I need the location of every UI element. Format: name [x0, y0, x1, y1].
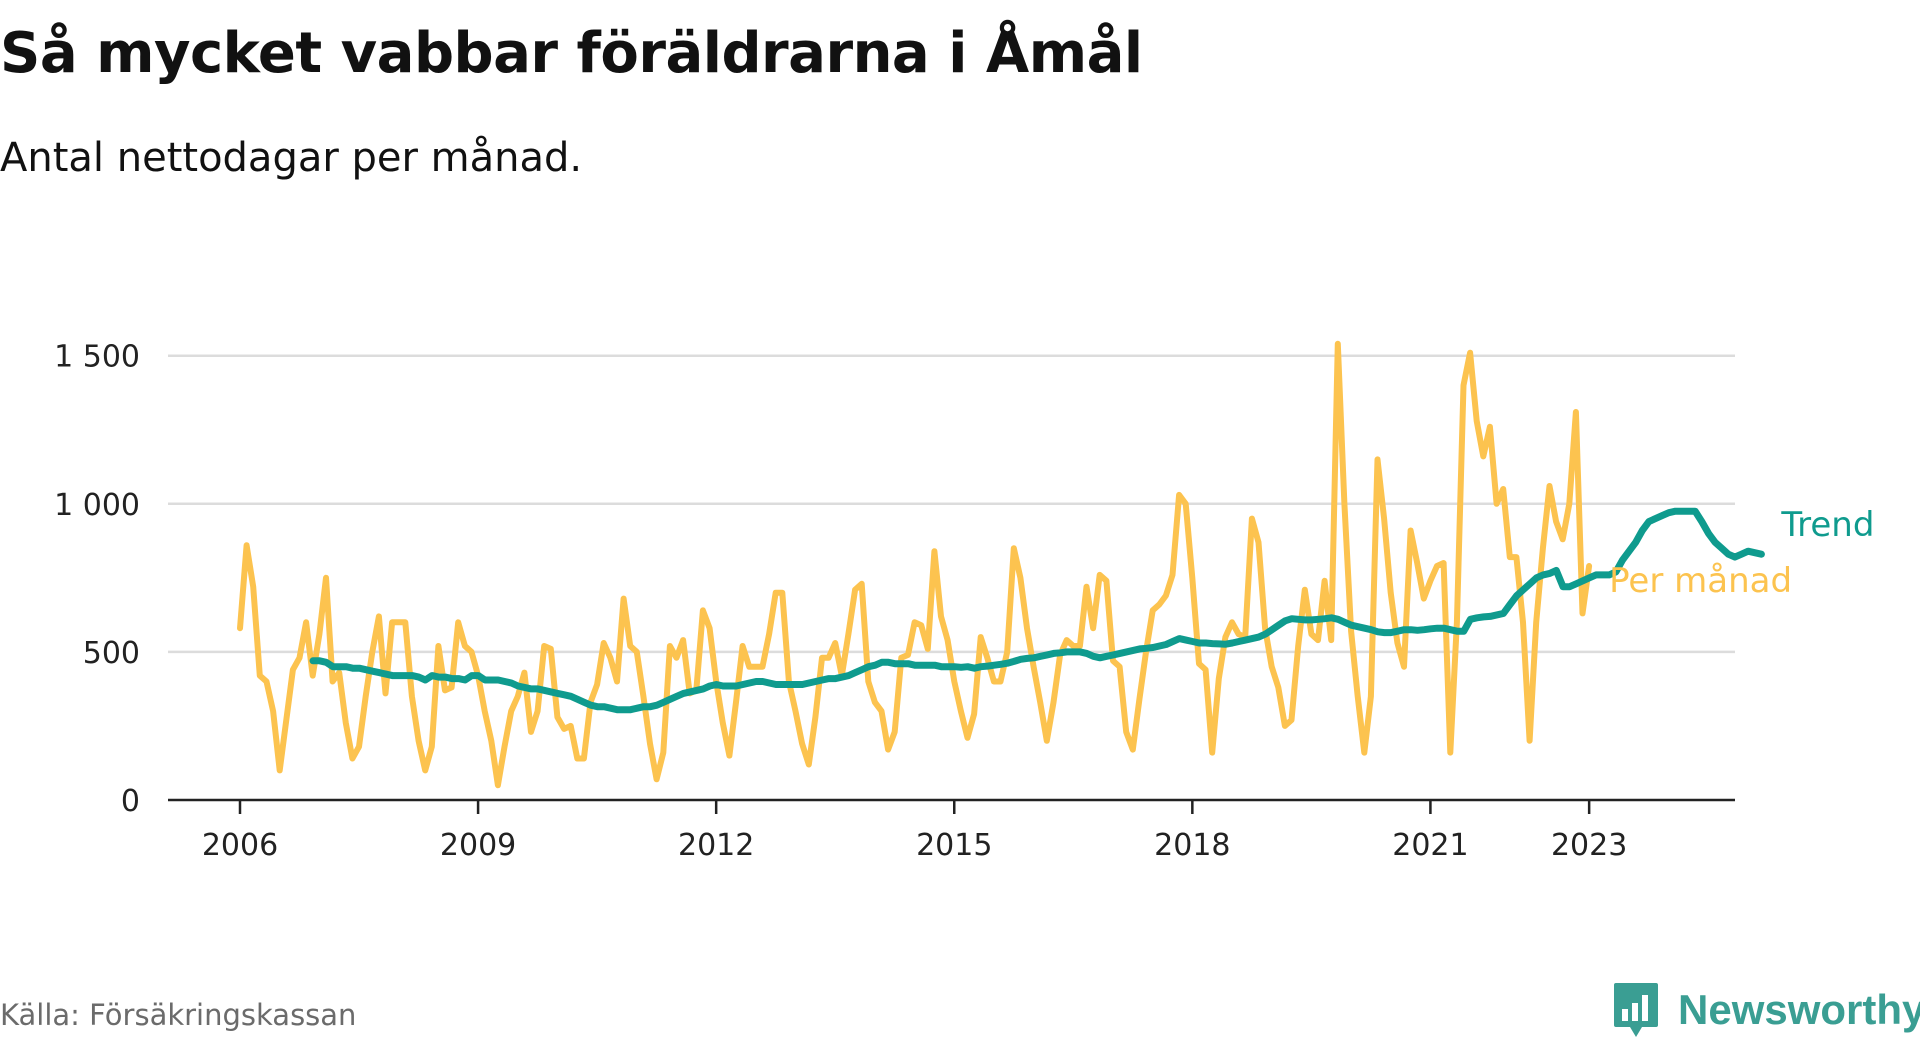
x-tick-label: 2006 [202, 828, 278, 863]
brand-logo[interactable]: Newsworthy [1612, 978, 1920, 1042]
x-tick-label: 2015 [916, 828, 992, 863]
x-tick-label: 2023 [1551, 828, 1627, 863]
newsworthy-logo-icon [1614, 983, 1658, 1037]
x-tick-label: 2012 [678, 828, 754, 863]
y-tick-label: 0 [121, 784, 140, 819]
chart-subtitle: Antal nettodagar per månad. [0, 135, 583, 181]
monthly-line [237, 340, 1593, 789]
y-axis-tick-labels: 0 500 1 000 1 500 [54, 340, 140, 819]
series-lines [237, 340, 1765, 789]
x-axis-ticks: 2006 2009 2012 2015 2018 2021 2023 [202, 800, 1627, 863]
y-tick-label: 1 000 [54, 488, 140, 523]
series-label-trend: Trend [1780, 505, 1874, 545]
x-tick-label: 2009 [440, 828, 516, 863]
chart-title: Så mycket vabbar föräldrarna i Åmål [0, 21, 1143, 86]
series-labels: Trend Per månad [1609, 505, 1874, 601]
trend-line [309, 507, 1765, 714]
x-tick-label: 2021 [1392, 828, 1468, 863]
y-tick-label: 1 500 [54, 340, 140, 375]
source-note: Källa: Försäkringskassan [0, 998, 357, 1032]
series-label-monthly: Per månad [1609, 561, 1792, 601]
brand-name: Newsworthy [1678, 986, 1920, 1033]
x-tick-label: 2018 [1154, 828, 1230, 863]
gridlines [168, 354, 1735, 654]
y-tick-label: 500 [83, 636, 140, 671]
